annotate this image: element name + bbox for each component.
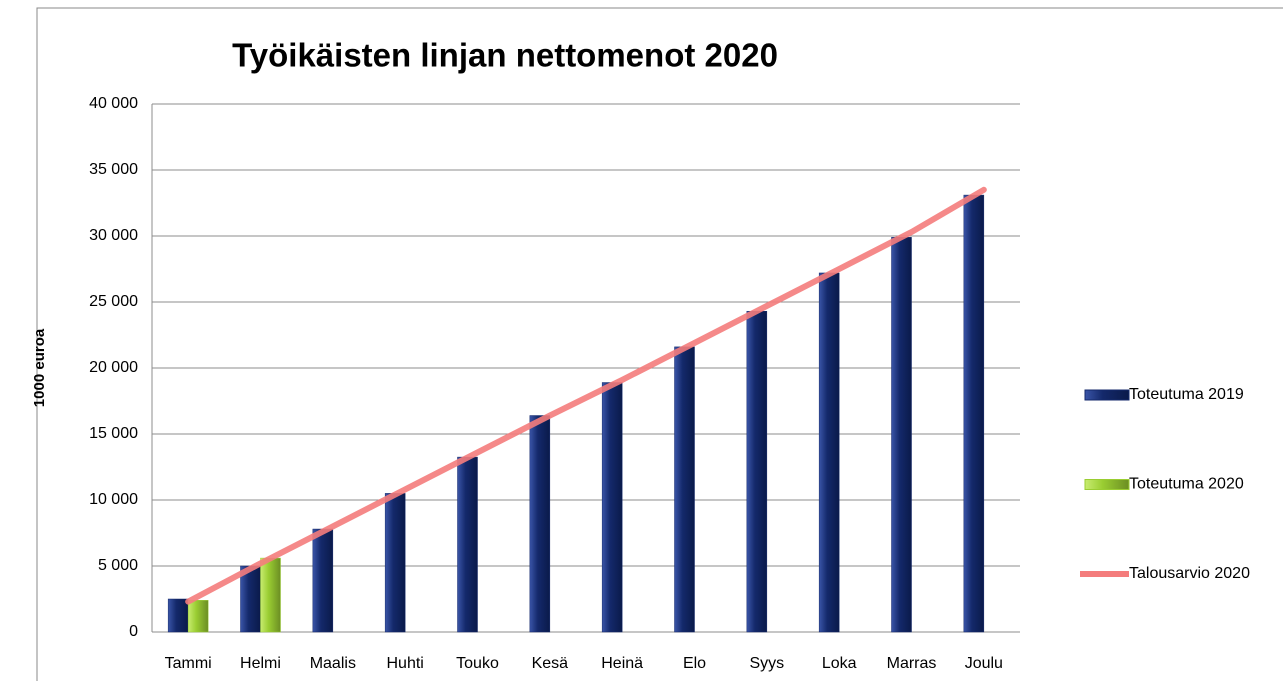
- y-tick-label: 40 000: [89, 95, 138, 112]
- bar: [891, 237, 912, 633]
- y-tick-label: 30 000: [89, 227, 138, 244]
- x-tick-label: Marras: [887, 655, 937, 672]
- y-tick-label: 10 000: [89, 491, 138, 508]
- y-tick-label: 15 000: [89, 425, 138, 442]
- x-tick-label: Touko: [456, 655, 499, 672]
- legend-swatch: [1084, 479, 1130, 490]
- x-tick-label: Loka: [822, 655, 857, 672]
- bar: [529, 415, 551, 633]
- bar: [240, 565, 261, 633]
- y-tick-label: 5 000: [98, 557, 138, 574]
- x-tick-label: Tammi: [165, 655, 212, 672]
- x-tick-label: Maalis: [310, 655, 356, 672]
- x-tick-label: Helmi: [240, 655, 281, 672]
- bar: [818, 272, 840, 633]
- bar: [312, 528, 334, 633]
- bar: [674, 346, 695, 633]
- chart-title: Työikäisten linjan nettomenot 2020: [232, 37, 778, 74]
- x-tick-label: Kesä: [532, 655, 569, 672]
- bar: [384, 493, 406, 633]
- bar: [963, 194, 985, 633]
- x-tick-label: Huhti: [386, 655, 423, 672]
- y-tick-label: 35 000: [89, 161, 138, 178]
- x-tick-label: Elo: [683, 655, 706, 672]
- y-tick-label: 20 000: [89, 359, 138, 376]
- y-axis-label: 1000 euroa: [31, 328, 48, 407]
- x-tick-label: Joulu: [965, 655, 1003, 672]
- legend-label: Talousarvio 2020: [1129, 565, 1250, 582]
- bar: [167, 598, 189, 633]
- x-tick-label: Syys: [749, 655, 784, 672]
- x-tick-label: Heinä: [601, 655, 643, 672]
- bar: [746, 310, 768, 633]
- y-tick-label: 0: [129, 623, 138, 640]
- legend-label: Toteutuma 2020: [1129, 476, 1244, 493]
- bar: [187, 600, 209, 633]
- y-tick-label: 25 000: [89, 293, 138, 310]
- line-series: [185, 186, 987, 605]
- legend-label: Toteutuma 2019: [1129, 386, 1244, 403]
- legend-swatch: [1084, 389, 1130, 401]
- bar: [601, 382, 623, 633]
- bar: [457, 456, 478, 633]
- bar: [260, 557, 281, 633]
